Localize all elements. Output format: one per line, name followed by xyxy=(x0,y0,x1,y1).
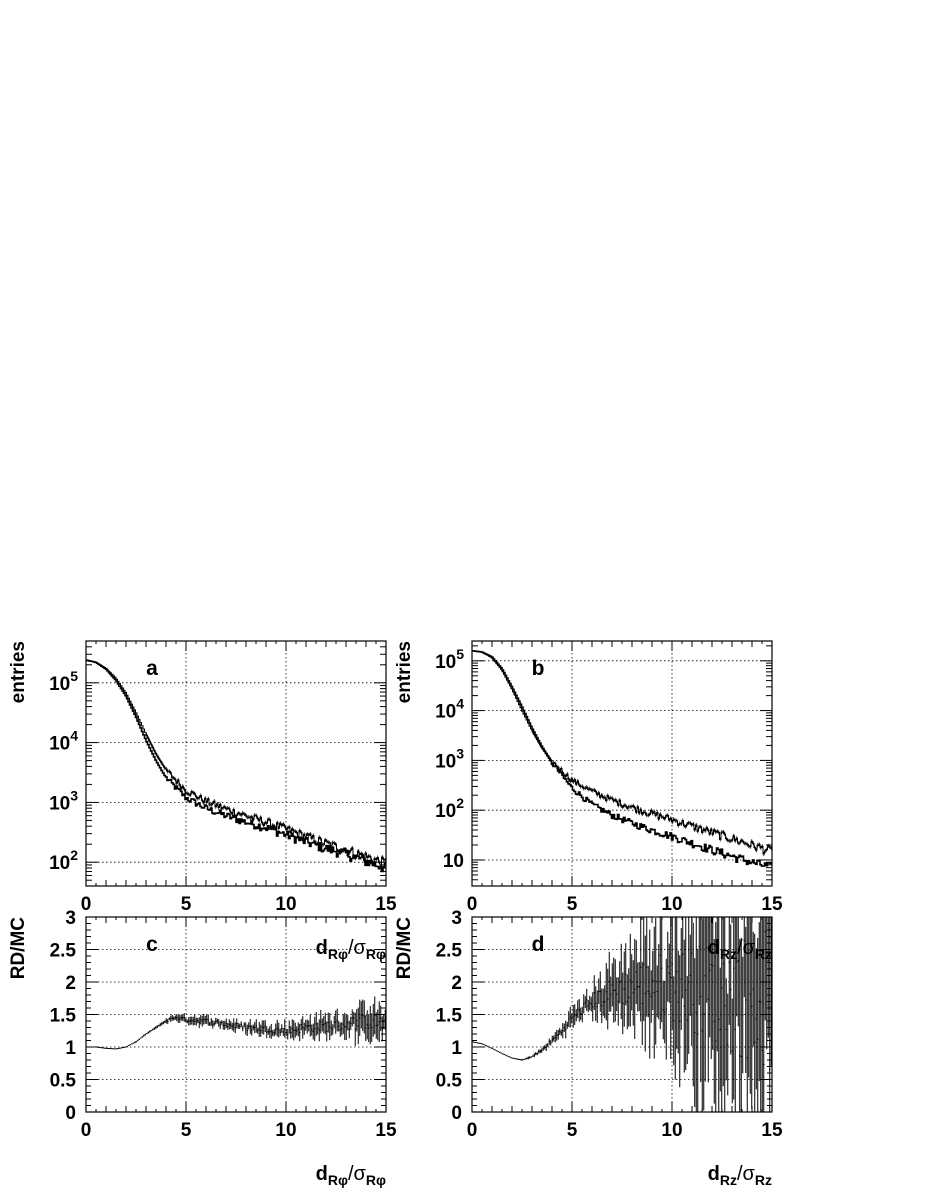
grid-a xyxy=(86,641,386,886)
y-tick-exponent: 5 xyxy=(456,646,464,662)
panel-label-d: d xyxy=(532,933,545,956)
series-line-a-1 xyxy=(86,659,386,869)
panel-label-b: b xyxy=(532,657,545,680)
x-tick-label: 0 xyxy=(467,1120,478,1141)
y-tick-label: 2 xyxy=(65,973,76,994)
x-label-sub: Rz xyxy=(720,1172,737,1188)
y-tick-label: 0.5 xyxy=(50,1071,77,1092)
x-label-sep: /σ xyxy=(348,1163,367,1185)
x-tick-label: 15 xyxy=(761,1120,783,1141)
series-d xyxy=(472,917,772,1112)
x-label-sep: /σ xyxy=(348,937,367,959)
y-tick-label: 103 xyxy=(49,787,78,814)
y-tick-label: 102 xyxy=(435,795,464,822)
y-tick-label: 105 xyxy=(435,646,464,673)
y-tick-label: 102 xyxy=(49,847,78,874)
y-tick-label: 10 xyxy=(443,851,464,872)
x-axis-label: dRφ/σRφ xyxy=(316,1163,386,1188)
y-tick-label: 3 xyxy=(451,908,462,929)
x-tick-label: 15 xyxy=(375,894,397,915)
y-tick-label: 105 xyxy=(49,668,78,695)
x-tick-label: 0 xyxy=(467,894,478,915)
y-tick-label: 2.5 xyxy=(436,941,463,962)
y-tick-exponent: 4 xyxy=(456,696,464,712)
x-tick-label: 5 xyxy=(181,894,192,915)
series-line-b-1 xyxy=(472,650,772,855)
x-label-sub2: Rφ xyxy=(366,946,386,962)
y-tick-label: 1 xyxy=(451,1038,462,1059)
x-label-sub: Rz xyxy=(720,946,737,962)
y-tick-exponent: 5 xyxy=(70,668,78,684)
x-label-main: d xyxy=(316,1163,328,1185)
x-tick-label: 15 xyxy=(375,1120,397,1141)
x-label-main: d xyxy=(708,1163,720,1185)
x-tick-label: 0 xyxy=(81,1120,92,1141)
series-b xyxy=(472,650,772,867)
x-tick-label: 15 xyxy=(761,894,783,915)
y-tick-label: 104 xyxy=(49,728,78,755)
series-c xyxy=(86,996,386,1050)
y-ticks-b xyxy=(472,645,772,887)
x-ticks-b xyxy=(471,641,773,886)
series-line-b-0 xyxy=(472,650,772,867)
y-tick-label: 104 xyxy=(435,696,464,723)
y-tick-label: 0 xyxy=(451,1103,462,1124)
y-axis-label: RD/MC xyxy=(8,917,29,980)
series-a xyxy=(86,659,386,873)
y-axis-label: entries xyxy=(8,641,29,703)
grid-c xyxy=(86,917,386,1112)
y-tick-label: 1.5 xyxy=(50,1006,77,1027)
x-tick-label: 10 xyxy=(661,894,682,915)
panel-label-c: c xyxy=(146,933,158,956)
x-label-sub: Rφ xyxy=(328,946,348,962)
x-tick-label: 5 xyxy=(567,894,578,915)
panel-label-a: a xyxy=(146,657,158,680)
x-tick-label: 5 xyxy=(181,1120,192,1141)
y-tick-label: 2 xyxy=(451,973,462,994)
x-label-sub: Rφ xyxy=(328,1172,348,1188)
x-tick-label: 10 xyxy=(275,1120,296,1141)
x-ticks-a xyxy=(85,641,387,886)
y-axis-label: entries xyxy=(394,641,415,703)
x-label-sep: /σ xyxy=(737,1163,756,1185)
y-tick-exponent: 3 xyxy=(456,745,464,761)
y-tick-label: 0.5 xyxy=(436,1071,463,1092)
y-ticks-a xyxy=(86,640,386,887)
grid-b xyxy=(472,641,772,886)
x-tick-label: 10 xyxy=(661,1120,682,1141)
y-tick-label: 3 xyxy=(65,908,76,929)
y-tick-label: 1.5 xyxy=(436,1006,463,1027)
x-label-sub2: Rφ xyxy=(366,1172,386,1188)
y-tick-label: 103 xyxy=(435,745,464,772)
series-line-a-0 xyxy=(86,659,386,873)
y-tick-label: 2.5 xyxy=(50,941,77,962)
x-axis-label: dRz/σRz xyxy=(708,1163,772,1188)
x-label-sub2: Rz xyxy=(755,1172,772,1188)
y-tick-label: 0 xyxy=(65,1103,76,1124)
x-tick-label: 5 xyxy=(567,1120,578,1141)
y-tick-exponent: 3 xyxy=(70,787,78,803)
y-tick-exponent: 2 xyxy=(456,795,464,811)
x-tick-label: 0 xyxy=(81,894,92,915)
y-axis-label: RD/MC xyxy=(394,917,415,980)
x-label-main: d xyxy=(316,937,328,959)
x-tick-label: 10 xyxy=(275,894,296,915)
y-tick-exponent: 4 xyxy=(70,728,78,744)
plot-frame-b xyxy=(471,640,773,887)
y-tick-label: 1 xyxy=(65,1038,76,1059)
y-tick-exponent: 2 xyxy=(70,847,78,863)
